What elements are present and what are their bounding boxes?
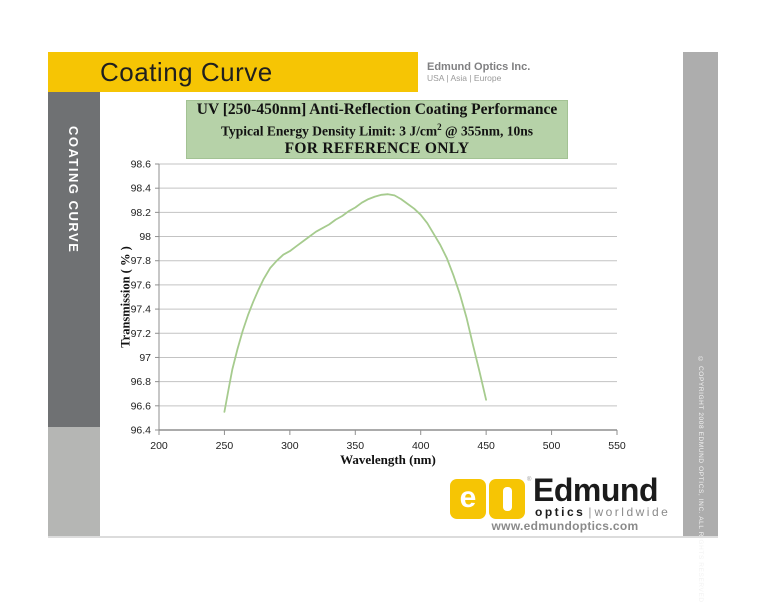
- y-tick-label: 96.6: [131, 400, 152, 412]
- x-tick-label: 450: [477, 440, 495, 452]
- reference-only-note: FOR REFERENCE ONLY: [284, 140, 470, 158]
- logo-o-slot: [502, 487, 512, 511]
- y-tick-label: 96.8: [131, 376, 152, 388]
- x-tick-label: 300: [281, 440, 299, 452]
- company-header: Edmund Optics Inc. USA | Asia | Europe: [427, 61, 530, 83]
- y-tick-label: 98.6: [131, 159, 152, 171]
- x-tick-label: 350: [347, 440, 365, 452]
- y-tick-label: 97.4: [131, 304, 152, 316]
- logo-letter-e: e: [459, 481, 477, 514]
- y-tick-label: 97.8: [131, 255, 152, 267]
- x-tick-label: 250: [216, 440, 234, 452]
- brand-tagline-worldwide: worldwide: [594, 505, 671, 519]
- company-name: Edmund Optics Inc.: [427, 61, 531, 73]
- logo-e-block: e: [450, 479, 486, 519]
- x-tick-label: 500: [543, 440, 561, 452]
- y-tick-label: 96.4: [131, 425, 152, 437]
- y-axis-title: Transmission ( % ): [118, 246, 133, 348]
- registered-mark: ®: [527, 477, 532, 483]
- y-tick-label: 98.2: [131, 207, 152, 219]
- brand-name: Edmund: [533, 472, 658, 508]
- curve-transmission: [223, 193, 487, 413]
- y-tick-label: 97.6: [131, 279, 152, 291]
- y-tick-label: 97: [139, 352, 151, 364]
- sidebar-vertical-label: COATING CURVE: [66, 126, 81, 254]
- brand-tagline: optics | worldwide: [535, 505, 670, 519]
- y-tick-label: 98: [139, 231, 151, 243]
- copyright-notice: © COPYRIGHT 2008 EDMUND OPTICS, INC. ALL…: [697, 356, 704, 603]
- website-url: www.edmundoptics.com: [491, 519, 639, 533]
- sidebar-light-panel: [48, 427, 100, 537]
- x-tick-label: 200: [150, 440, 168, 452]
- x-axis-title: Wavelength (nm): [340, 452, 436, 467]
- brand-tagline-optics: optics: [535, 505, 586, 519]
- sidebar-dark-panel: [48, 92, 100, 427]
- chart-subtitle: Typical Energy Density Limit: 3 J/cm2 @ …: [221, 121, 533, 139]
- chart-title: UV [250-450nm] Anti-Reflection Coating P…: [196, 100, 558, 118]
- company-regions: USA | Asia | Europe: [427, 72, 502, 83]
- x-tick-label: 400: [412, 440, 430, 452]
- page-bottom-divider: [48, 536, 718, 538]
- header-bar: Coating Curve: [48, 52, 418, 92]
- transmission-chart: 96.4 96.6 96.8 97 97.2 97.4 97.6 97.8 98 98.2 98.4…: [131, 159, 626, 453]
- page-title: Coating Curve: [100, 56, 273, 87]
- brand-tagline-separator: |: [588, 505, 592, 519]
- y-tick-label: 97.2: [131, 328, 152, 340]
- y-tick-label: 98.4: [131, 183, 152, 195]
- right-gray-strip: [683, 52, 718, 537]
- logo-o-block: [489, 479, 525, 519]
- x-tick-label: 550: [608, 440, 626, 452]
- edmund-optics-logo: e: [450, 479, 525, 519]
- chart-title-box: UV [250-450nm] Anti-Reflection Coating P…: [186, 100, 568, 159]
